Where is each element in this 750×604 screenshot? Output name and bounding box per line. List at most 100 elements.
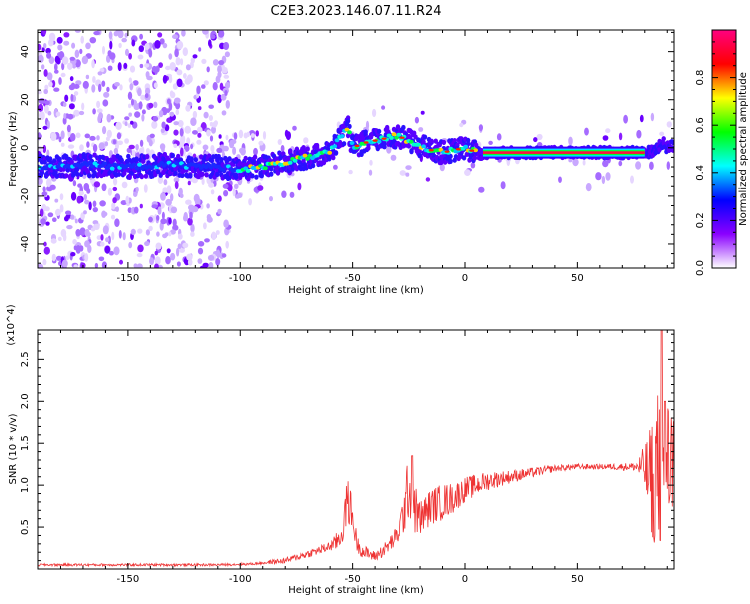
spectrogram-ridge-core	[226, 164, 231, 169]
spectrogram-speckle	[170, 91, 176, 99]
spectrogram-speckle	[75, 132, 81, 139]
spectrogram-speckle	[128, 103, 132, 109]
spectrogram-speckle	[76, 195, 82, 204]
spectrogram-speckle	[176, 69, 183, 76]
spectrogram-speckle	[225, 134, 229, 141]
spectrogram-speckle	[169, 229, 176, 235]
snr-x-label: Height of straight line (km)	[288, 585, 424, 596]
spectrogram-speckle	[180, 147, 184, 157]
spectrogram-speckle	[48, 81, 53, 88]
spectrogram-speckle	[602, 135, 609, 141]
spectrogram-speckle	[89, 135, 96, 141]
spectrogram-speckle	[102, 45, 105, 55]
spectrogram-ridge-core	[376, 139, 382, 144]
spectrogram-speckle	[164, 124, 170, 132]
spectrogram-speckle	[639, 114, 644, 123]
spectrogram-speckle	[85, 74, 90, 80]
spectrogram-speckle	[114, 218, 120, 227]
spectrogram-speckle	[54, 63, 58, 71]
spectrogram-speckle	[206, 203, 210, 209]
spectrogram-speckle	[223, 74, 230, 79]
spectrogram-speckle	[170, 206, 178, 214]
y-tick-label: 1.5	[20, 435, 31, 451]
spectrogram-speckle	[206, 216, 213, 223]
spectrogram-ridge-core	[421, 144, 426, 149]
spectrogram-ridge-band	[441, 139, 447, 145]
spectrogram-peak	[363, 141, 369, 144]
spectrogram-speckle	[144, 43, 150, 50]
spectrogram-speckle	[185, 104, 191, 112]
spectrogram-speckle	[105, 237, 110, 243]
spectrogram-speckle	[618, 160, 623, 167]
spectrogram-speckle	[217, 195, 222, 202]
spectrogram-speckle	[129, 83, 134, 91]
spectrogram-speckle	[161, 147, 165, 153]
spectrogram-speckle	[60, 72, 66, 78]
spectrogram-speckle	[113, 246, 120, 256]
spectrogram-speckle	[281, 190, 287, 198]
spectrogram-speckle	[536, 133, 543, 141]
spectrogram-speckle	[130, 228, 136, 235]
spectrogram-speckle	[160, 192, 166, 201]
spectrogram-speckle	[284, 129, 289, 138]
spectrogram-peak	[469, 149, 475, 152]
spectrogram-peak	[372, 139, 378, 142]
spectrogram-speckle	[149, 133, 155, 139]
spectrogram-speckle	[70, 191, 77, 201]
spectrogram-speckle	[117, 62, 122, 72]
spectrogram-speckle	[217, 71, 222, 79]
spectrogram-speckle	[65, 210, 72, 216]
spectrogram-speckle	[124, 116, 130, 121]
spectrogram-speckle	[66, 124, 71, 133]
spectrogram-speckle	[381, 105, 386, 110]
spectrogram-speckle	[162, 187, 168, 193]
spectrogram-speckle	[113, 147, 119, 155]
spectrogram-speckle	[168, 231, 172, 237]
spectrogram-ridge-band	[333, 150, 339, 156]
spectrogram-speckle	[107, 187, 112, 196]
spectrogram-speckle	[38, 103, 44, 113]
spectrogram-speckle	[64, 94, 69, 103]
spectrogram-speckle	[55, 255, 62, 261]
spectrogram-ridge-band	[417, 148, 422, 154]
spectrogram-ridge-core	[344, 127, 350, 132]
x-tick-label: -50	[344, 574, 360, 585]
spectrogram-speckle	[137, 244, 144, 253]
spectrogram-speckle	[127, 207, 132, 214]
spectrogram-speckle	[215, 258, 221, 266]
spectrogram-speckle	[89, 37, 97, 44]
spectrogram-ridge-band	[409, 149, 414, 155]
spectrogram-ridge-band	[433, 138, 438, 144]
spectrogram-speckle	[43, 43, 47, 49]
spectrogram-ridge-band	[188, 173, 193, 179]
spectrogram-speckle	[248, 198, 253, 206]
spectrogram-speckle	[187, 258, 193, 266]
spectrogram-speckle	[183, 73, 187, 79]
spectrogram-speckle	[106, 113, 112, 123]
spectrogram-speckle	[182, 47, 188, 57]
spectrogram-speckle	[190, 223, 195, 233]
spectrogram-speckle	[219, 82, 224, 91]
spectrogram-speckle	[618, 132, 623, 141]
spectrogram-speckle	[136, 253, 143, 258]
spectrogram-speckle	[55, 208, 61, 216]
spectrogram-speckle	[139, 33, 144, 40]
spectrogram-speckle	[118, 42, 122, 49]
spectrogram-ridge-band	[200, 171, 205, 177]
spectrogram-speckle	[203, 111, 209, 119]
spectrogram-speckle	[225, 240, 229, 249]
spectrogram-speckle	[478, 124, 483, 131]
spectrogram-speckle	[216, 147, 223, 153]
spectrogram-speckle	[176, 247, 180, 257]
spectrogram-speckle	[86, 141, 90, 148]
spectrogram-speckle	[217, 30, 225, 38]
spectrogram-speckle	[38, 263, 44, 268]
spectrogram-speckle	[71, 42, 76, 49]
snr-y-ticks: 0.5 1.0 1.5 2.0 2.5	[20, 333, 674, 562]
spectrogram-speckle	[189, 211, 193, 220]
spectrogram-speckle	[292, 125, 297, 131]
spectrogram-speckle	[93, 30, 100, 36]
spectrogram-speckle	[80, 212, 85, 220]
spectrogram-ridge-core	[394, 135, 399, 140]
